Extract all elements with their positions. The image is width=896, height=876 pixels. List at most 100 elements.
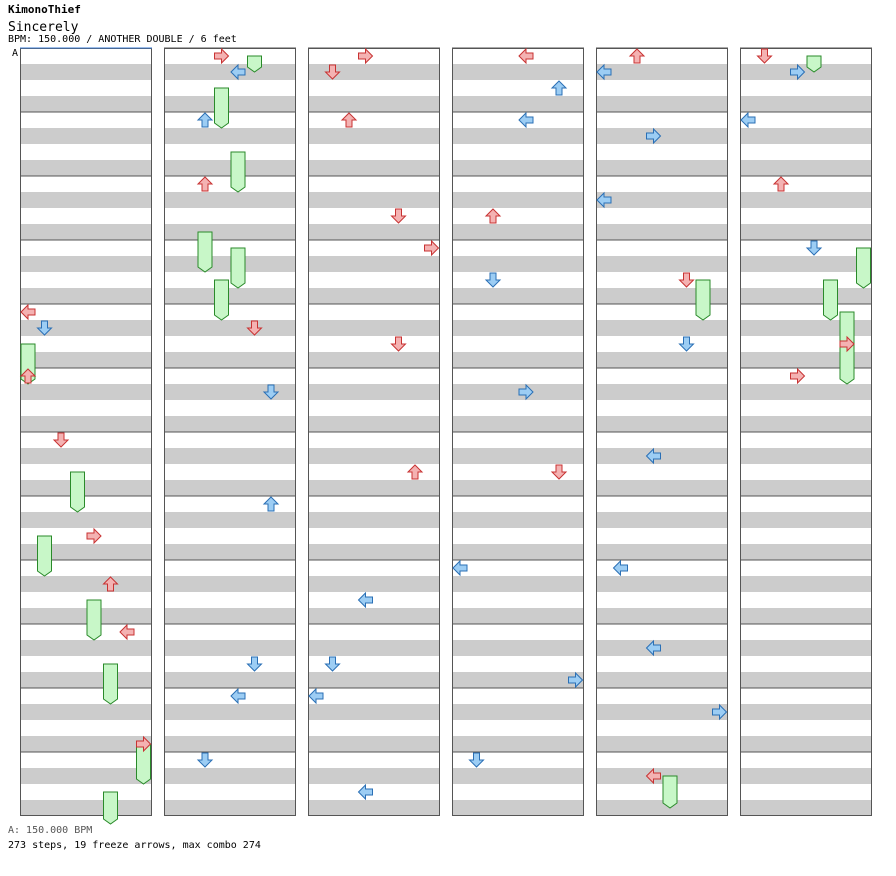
beat-stripe — [740, 416, 872, 432]
beat-stripe — [20, 352, 152, 368]
beat-stripe — [164, 512, 296, 528]
beat-stripe — [164, 640, 296, 656]
freeze-arrow — [86, 599, 102, 641]
step-arrow-right-icon — [568, 671, 584, 689]
freeze-arrow — [662, 775, 678, 809]
step-arrow-down-icon — [246, 320, 263, 336]
beat-stripe — [596, 416, 728, 432]
beat-stripe — [20, 416, 152, 432]
beat-stripe — [308, 288, 440, 304]
step-arrow-left-icon — [518, 47, 534, 65]
step-arrow-down-icon — [324, 656, 341, 672]
step-arrow-left-icon — [452, 559, 468, 577]
beat-stripe — [308, 544, 440, 560]
column-border — [596, 48, 728, 816]
beat-stripe — [740, 480, 872, 496]
beat-stripe — [452, 96, 584, 112]
step-arrow-down-icon — [390, 208, 407, 224]
step-arrow-down-icon — [36, 320, 53, 336]
beat-stripe — [164, 608, 296, 624]
beat-stripe — [596, 128, 728, 144]
step-arrow-up-icon — [19, 368, 37, 384]
beat-stripe — [740, 640, 872, 656]
beat-stripe — [20, 480, 152, 496]
beat-stripe — [164, 192, 296, 208]
step-arrow-down-icon — [246, 656, 263, 672]
column-border — [452, 48, 584, 816]
step-arrow-down-icon — [390, 336, 407, 352]
beat-stripe — [164, 416, 296, 432]
step-arrow-right-icon — [790, 63, 806, 81]
beat-stripe — [452, 288, 584, 304]
freeze-arrow — [103, 791, 118, 825]
chart-stats: 273 steps, 19 freeze arrows, max combo 2… — [8, 840, 261, 851]
beat-stripe — [20, 224, 152, 240]
beat-stripe — [740, 320, 872, 336]
beat-stripe — [452, 224, 584, 240]
beat-stripe — [452, 448, 584, 464]
beat-stripe — [20, 800, 152, 816]
step-arrow-left-icon — [20, 303, 36, 321]
step-arrow-left-icon — [357, 591, 373, 609]
beat-stripe — [740, 256, 872, 272]
beat-stripe — [596, 288, 728, 304]
beat-stripe — [164, 96, 296, 112]
freeze-arrow — [695, 279, 711, 321]
beat-stripe — [164, 768, 296, 784]
step-arrow-up-icon — [196, 112, 214, 128]
beat-stripe — [740, 352, 872, 368]
beat-stripe — [596, 736, 728, 752]
beat-stripe — [308, 96, 440, 112]
beat-stripe — [308, 160, 440, 176]
beat-stripe — [740, 512, 872, 528]
beat-stripe — [740, 192, 872, 208]
beat-stripe — [308, 672, 440, 688]
beat-stripe — [308, 512, 440, 528]
beat-stripe — [164, 672, 296, 688]
beat-stripe — [596, 224, 728, 240]
beat-stripe — [164, 160, 296, 176]
beat-stripe — [740, 448, 872, 464]
freeze-arrow — [806, 55, 822, 73]
step-arrow-up-icon — [102, 576, 119, 592]
beat-stripe — [308, 64, 440, 80]
beat-stripe — [308, 640, 440, 656]
beat-stripe — [20, 160, 152, 176]
beat-stripe — [164, 704, 296, 720]
beat-stripe — [308, 736, 440, 752]
step-arrow-up-icon — [772, 176, 790, 192]
beat-stripe — [596, 96, 728, 112]
beat-stripe — [308, 480, 440, 496]
beat-stripe — [452, 544, 584, 560]
beat-stripe — [20, 640, 152, 656]
beat-stripe — [452, 160, 584, 176]
step-arrow-left-icon — [518, 111, 534, 129]
beat-stripe — [596, 64, 728, 80]
column-border — [740, 48, 872, 816]
freeze-arrow — [856, 247, 871, 289]
step-arrow-left-icon — [645, 639, 661, 657]
beat-stripe — [20, 704, 152, 720]
beat-stripe — [452, 672, 584, 688]
step-arrow-left-icon — [230, 687, 246, 705]
freeze-arrow — [103, 663, 118, 705]
beat-stripe — [164, 480, 296, 496]
beat-stripe — [596, 768, 728, 784]
beat-stripe — [452, 320, 584, 336]
beat-stripe — [452, 640, 584, 656]
beat-stripe — [20, 576, 152, 592]
freeze-arrow — [230, 247, 246, 289]
beat-stripe — [164, 800, 296, 816]
beat-stripe — [740, 64, 872, 80]
beat-stripe — [452, 352, 584, 368]
step-arrow-right-icon — [86, 527, 102, 545]
beat-stripe — [740, 544, 872, 560]
beat-stripe — [308, 704, 440, 720]
beat-stripe — [740, 736, 872, 752]
step-arrow-right-icon — [358, 47, 374, 65]
beat-stripe — [20, 736, 152, 752]
step-arrow-down-icon — [52, 432, 70, 448]
step-arrow-down-icon — [196, 752, 214, 768]
step-arrow-left-icon — [596, 63, 612, 81]
beat-stripe — [164, 384, 296, 400]
